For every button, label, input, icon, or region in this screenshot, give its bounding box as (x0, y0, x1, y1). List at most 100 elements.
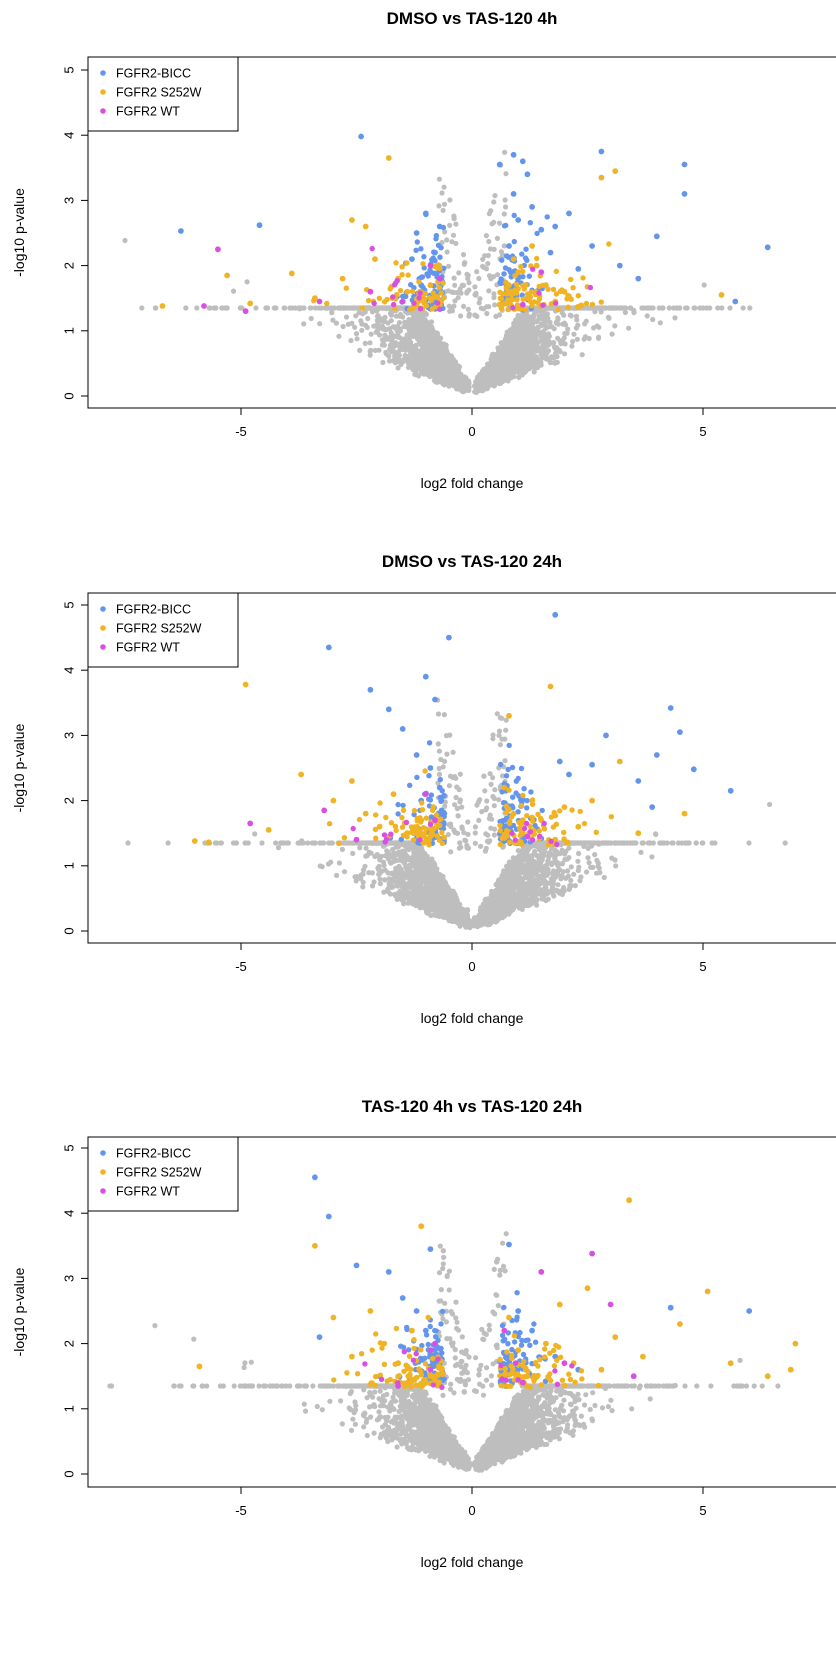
point-nonsig (435, 352, 441, 358)
point-nonsig (569, 343, 575, 349)
point-nonsig (348, 337, 354, 344)
point-nonsig (194, 305, 200, 311)
point-nonsig (376, 305, 382, 311)
point-nonsig (515, 345, 521, 351)
point-nonsig (659, 305, 665, 311)
point-nonsig (410, 315, 416, 321)
point-nonsig (532, 366, 538, 372)
point-nonsig (359, 321, 365, 327)
point-nonsig (373, 329, 379, 335)
point-nonsig (508, 332, 514, 338)
point-nonsig (450, 232, 457, 238)
point-nonsig (558, 341, 564, 347)
point-nonsig (505, 348, 511, 354)
point-fgfr2-s252w (427, 282, 434, 289)
point-nonsig (686, 840, 692, 846)
point-fgfr2-bicc (575, 266, 582, 272)
point-fgfr2-s252w (409, 288, 416, 295)
point-nonsig (575, 322, 581, 328)
point-nonsig (534, 863, 540, 869)
point-nonsig (441, 184, 447, 190)
point-nonsig (555, 317, 561, 323)
point-nonsig (517, 329, 523, 335)
point-fgfr2-bicc (511, 238, 517, 245)
point-nonsig (389, 876, 395, 882)
point-fgfr2-wt (390, 301, 397, 308)
point-nonsig (301, 321, 307, 327)
point-nonsig (356, 310, 362, 316)
point-fgfr2-wt (369, 245, 375, 252)
point-fgfr2-s252w (534, 255, 540, 262)
point-nonsig (503, 171, 509, 177)
points-layer (122, 133, 771, 395)
point-nonsig (484, 310, 490, 317)
point-fgfr2-wt (538, 269, 545, 275)
point-nonsig (467, 925, 473, 931)
point-nonsig (483, 233, 489, 239)
point-nonsig (534, 356, 540, 362)
point-nonsig (715, 305, 721, 311)
point-fgfr2-s252w (365, 297, 372, 304)
point-nonsig (358, 872, 364, 878)
point-fgfr2-wt (436, 275, 443, 282)
x-tick-label: -5 (235, 424, 247, 439)
point-fgfr2-s252w (536, 296, 543, 302)
point-fgfr2-s252w (553, 268, 559, 274)
point-fgfr2-wt (510, 305, 516, 311)
point-nonsig (381, 342, 387, 348)
point-fgfr2-bicc (422, 210, 429, 217)
point-fgfr2-s252w (387, 286, 393, 292)
point-fgfr2-bicc (413, 230, 420, 236)
point-nonsig (441, 350, 447, 356)
point-nonsig (451, 289, 457, 296)
point-fgfr2-s252w (598, 299, 604, 305)
point-nonsig (352, 324, 358, 330)
point-fgfr2-bicc (524, 257, 530, 263)
point-nonsig (496, 354, 502, 361)
point-fgfr2-wt (417, 290, 423, 296)
point-nonsig (451, 360, 457, 366)
point-nonsig (492, 302, 498, 308)
point-nonsig (555, 321, 561, 327)
point-fgfr2-s252w (385, 155, 392, 161)
point-fgfr2-s252w (506, 282, 512, 289)
point-nonsig (409, 859, 415, 865)
point-fgfr2-s252w (421, 300, 427, 306)
point-nonsig (460, 252, 467, 258)
point-nonsig (452, 298, 458, 304)
point-nonsig (442, 373, 448, 380)
point-nonsig (384, 305, 390, 311)
point-fgfr2-s252w (224, 272, 231, 279)
point-nonsig (339, 846, 345, 853)
point-nonsig (281, 305, 287, 311)
point-nonsig (562, 351, 568, 357)
point-nonsig (641, 305, 647, 311)
chart-title: DMSO vs TAS-120 4h (387, 9, 558, 28)
point-nonsig (551, 355, 557, 361)
point-nonsig (456, 375, 462, 381)
point-nonsig (406, 322, 412, 328)
point-fgfr2-s252w (543, 282, 549, 289)
point-fgfr2-s252w (510, 256, 517, 262)
point-nonsig (353, 331, 360, 337)
point-nonsig (561, 312, 567, 318)
point-nonsig (543, 332, 549, 338)
y-tick-label: 4 (61, 132, 76, 139)
point-fgfr2-wt (371, 300, 377, 307)
point-nonsig (395, 334, 401, 340)
point-nonsig (767, 801, 773, 808)
point-nonsig (483, 266, 490, 272)
point-fgfr2-bicc (732, 298, 739, 305)
point-fgfr2-s252w (524, 295, 531, 302)
point-nonsig (502, 149, 508, 155)
point-fgfr2-bicc (413, 247, 419, 253)
point-nonsig (478, 305, 484, 311)
point-nonsig (273, 840, 279, 846)
point-fgfr2-s252w (565, 304, 571, 310)
point-nonsig (539, 851, 545, 857)
point-nonsig (421, 334, 427, 340)
point-nonsig (444, 237, 450, 243)
point-nonsig (524, 329, 530, 335)
point-nonsig (596, 305, 602, 311)
point-nonsig (672, 315, 678, 321)
